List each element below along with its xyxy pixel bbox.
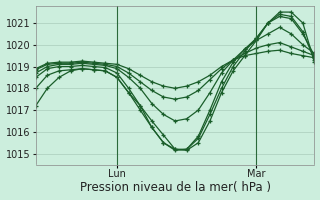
X-axis label: Pression niveau de la mer( hPa ): Pression niveau de la mer( hPa ) [80, 181, 271, 194]
